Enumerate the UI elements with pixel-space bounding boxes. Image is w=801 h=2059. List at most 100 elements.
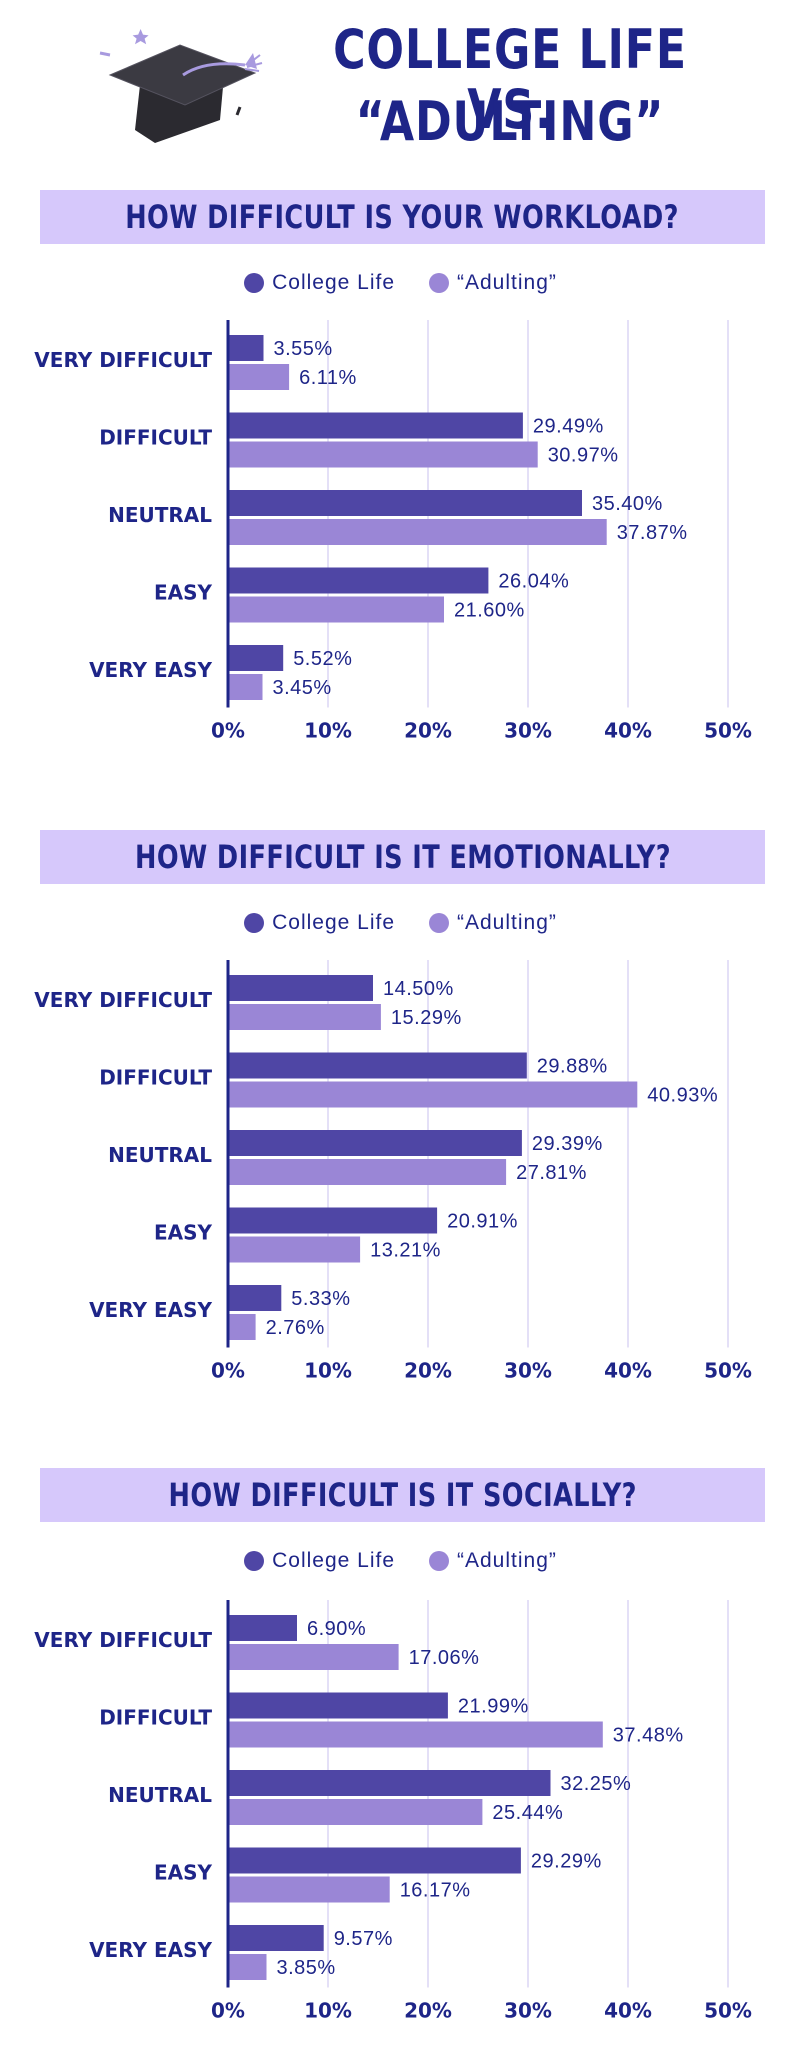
chart-3-title: HOW DIFFICULT IS IT SOCIALLY? xyxy=(168,1476,637,1514)
x-tick-label: 10% xyxy=(304,719,352,743)
x-tick-label: 30% xyxy=(504,1999,552,2023)
category-label: VERY EASY xyxy=(89,1298,212,1322)
bar-adulting xyxy=(228,1954,267,1980)
x-tick-label: 0% xyxy=(211,1359,245,1383)
x-tick-label: 40% xyxy=(604,1359,652,1383)
bar-adulting xyxy=(228,519,607,545)
legend-item-college: College Life xyxy=(244,271,395,295)
category-label: EASY xyxy=(154,581,213,605)
value-label: 15.29% xyxy=(391,1007,462,1029)
value-label: 16.17% xyxy=(400,1880,471,1902)
x-tick-label: 30% xyxy=(504,719,552,743)
category-label: NEUTRAL xyxy=(108,1783,212,1807)
x-tick-label: 30% xyxy=(504,1359,552,1383)
bar-adulting xyxy=(228,674,263,700)
graduation-cap-icon xyxy=(99,29,263,143)
bar-college xyxy=(228,975,373,1001)
value-label: 21.99% xyxy=(458,1696,529,1718)
legend-label-adulting: “Adulting” xyxy=(457,911,557,934)
category-label: EASY xyxy=(154,1861,213,1885)
x-tick-label: 20% xyxy=(404,1359,452,1383)
value-label: 29.49% xyxy=(533,416,604,438)
chart-2-title-banner: HOW DIFFICULT IS IT EMOTIONALLY? xyxy=(40,830,765,884)
bar-college xyxy=(228,1925,324,1951)
value-label: 30.97% xyxy=(548,445,619,467)
legend-item-adulting: “Adulting” xyxy=(429,911,557,935)
value-label: 26.04% xyxy=(498,571,569,593)
legend-dot-college xyxy=(244,913,265,933)
bar-college xyxy=(228,1692,448,1719)
value-label: 29.39% xyxy=(532,1133,603,1155)
chart-1-title-banner: HOW DIFFICULT IS YOUR WORKLOAD? xyxy=(40,190,765,244)
page-title-line-2: “ADULTING” xyxy=(355,90,665,153)
category-label: VERY DIFFICULT xyxy=(34,1628,212,1652)
legend-dot-college xyxy=(244,273,265,293)
bar-adulting xyxy=(228,1876,390,1903)
legend-label-adulting: “Adulting” xyxy=(457,271,557,294)
value-label: 29.88% xyxy=(537,1056,608,1078)
value-label: 32.25% xyxy=(561,1773,632,1795)
x-tick-label: 40% xyxy=(604,719,652,743)
value-label: 13.21% xyxy=(370,1240,441,1262)
category-label: EASY xyxy=(154,1221,213,1245)
bar-adulting xyxy=(228,1314,256,1340)
category-label: DIFFICULT xyxy=(99,1066,212,1090)
bar-adulting xyxy=(228,596,444,623)
x-tick-label: 10% xyxy=(304,1999,352,2023)
category-label: VERY DIFFICULT xyxy=(34,348,212,372)
value-label: 17.06% xyxy=(409,1647,480,1669)
bar-adulting xyxy=(228,1644,399,1670)
x-tick-label: 50% xyxy=(704,719,752,743)
bar-college xyxy=(228,1285,282,1311)
category-label: VERY EASY xyxy=(89,658,212,682)
chart-1-legend: College Life “Adulting” xyxy=(0,268,801,298)
value-label: 29.29% xyxy=(531,1851,602,1873)
bar-adulting xyxy=(228,1004,381,1030)
value-label: 3.45% xyxy=(273,677,332,699)
value-label: 40.93% xyxy=(647,1085,718,1107)
value-label: 14.50% xyxy=(383,978,454,1000)
category-label: NEUTRAL xyxy=(108,1143,212,1167)
chart-2-title: HOW DIFFICULT IS IT EMOTIONALLY? xyxy=(134,838,671,876)
x-tick-label: 0% xyxy=(211,719,245,743)
value-label: 6.90% xyxy=(307,1618,366,1640)
bar-college xyxy=(228,645,284,671)
legend-item-adulting: “Adulting” xyxy=(429,1549,557,1573)
legend-item-college: College Life xyxy=(244,911,395,935)
value-label: 37.87% xyxy=(617,522,688,544)
bar-college xyxy=(228,1052,527,1079)
value-label: 25.44% xyxy=(492,1802,563,1824)
chart-2-legend: College Life “Adulting” xyxy=(0,908,801,938)
bar-adulting xyxy=(228,1721,603,1748)
value-label: 3.55% xyxy=(274,338,333,360)
x-tick-label: 20% xyxy=(404,1999,452,2023)
value-label: 3.85% xyxy=(277,1957,336,1979)
value-label: 35.40% xyxy=(592,493,663,515)
bar-college xyxy=(228,490,582,516)
bar-adulting xyxy=(228,441,538,468)
chart-1-workload: VERY DIFFICULT 3.55% 6.11% DIFFICULT 29.49% 3… xyxy=(34,320,752,743)
value-label: 27.81% xyxy=(516,1162,587,1184)
value-label: 21.60% xyxy=(454,600,525,622)
legend-label-college: College Life xyxy=(272,1549,395,1572)
legend-label-adulting: “Adulting” xyxy=(457,1549,557,1572)
bar-college xyxy=(228,335,264,361)
legend-dot-adulting xyxy=(429,1551,449,1571)
x-tick-label: 50% xyxy=(704,1359,752,1383)
x-tick-label: 20% xyxy=(404,719,452,743)
legend-dot-adulting xyxy=(429,913,449,933)
value-label: 37.48% xyxy=(613,1725,684,1747)
value-label: 5.52% xyxy=(293,648,352,670)
category-label: VERY DIFFICULT xyxy=(34,988,212,1012)
legend-dot-adulting xyxy=(429,273,449,293)
bar-college xyxy=(228,567,489,594)
legend-label-college: College Life xyxy=(272,271,395,294)
legend-dot-college xyxy=(244,1551,265,1571)
x-tick-label: 40% xyxy=(604,1999,652,2023)
chart-2-emotional: VERY DIFFICULT 14.50% 15.29% DIFFICULT 29.88… xyxy=(34,960,752,1383)
chart-3-social: VERY DIFFICULT 6.90% 17.06% DIFFICULT 21.99%… xyxy=(34,1600,752,2023)
legend-item-adulting: “Adulting” xyxy=(429,271,557,295)
bar-college xyxy=(228,1615,297,1641)
bar-adulting xyxy=(228,364,290,390)
